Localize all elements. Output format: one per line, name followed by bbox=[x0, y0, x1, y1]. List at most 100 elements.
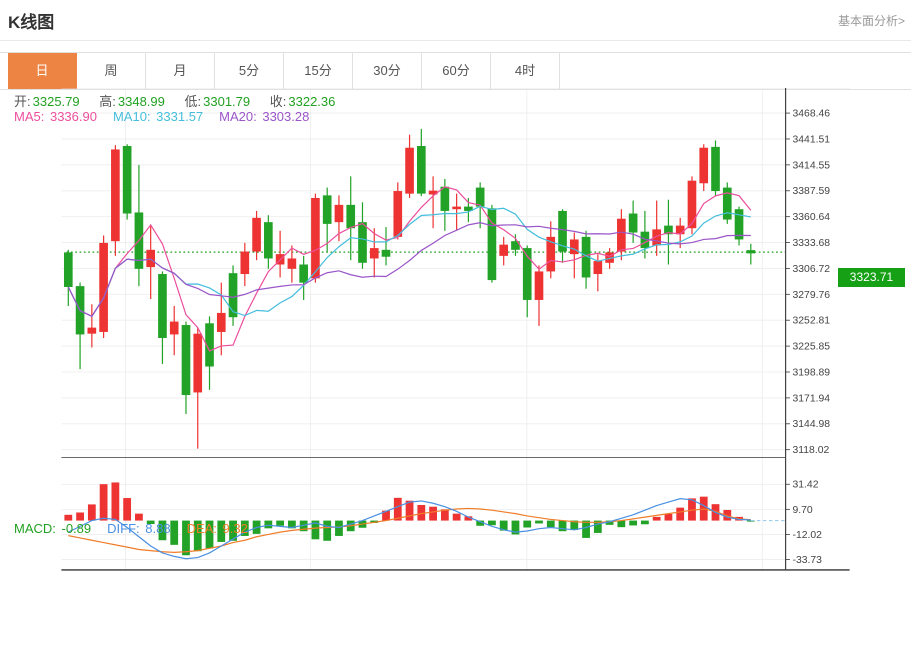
kline-chart[interactable]: 开: 3325.79 高: 3348.99 低: 3301.79 收: 3322.36 … bbox=[0, 87, 911, 653]
candle-body bbox=[216, 312, 226, 332]
macd-bar bbox=[240, 520, 249, 536]
tab-15min[interactable]: 15分 bbox=[284, 53, 353, 89]
candle-body bbox=[534, 271, 544, 300]
macd-bar bbox=[488, 520, 496, 526]
ma-row-value: 3303.28 bbox=[262, 109, 310, 124]
candle-body bbox=[511, 241, 520, 250]
y-axis-tick-label: 3144.98 bbox=[793, 419, 831, 430]
candle-body bbox=[158, 274, 167, 338]
header-divider bbox=[0, 40, 911, 41]
ma5-line bbox=[67, 186, 752, 352]
macd-bar bbox=[323, 520, 332, 541]
macd-row-label: DIFF: bbox=[107, 521, 144, 536]
macd-bar bbox=[264, 520, 273, 529]
macd-bar bbox=[652, 516, 661, 521]
page-title: K线图 bbox=[8, 13, 55, 32]
tab-60min[interactable]: 60分 bbox=[422, 53, 491, 89]
candle-body bbox=[358, 222, 367, 263]
macd-bar bbox=[382, 510, 390, 521]
macd-bar bbox=[299, 520, 308, 532]
macd-bar bbox=[405, 500, 414, 521]
ma-row-label: MA5: bbox=[14, 109, 48, 124]
candle-body bbox=[475, 187, 485, 207]
candle-body bbox=[487, 208, 497, 281]
fundamental-analysis-link[interactable]: 基本面分析> bbox=[837, 14, 905, 28]
tab-4hour[interactable]: 4时 bbox=[491, 53, 560, 89]
candle-body bbox=[322, 195, 332, 224]
high-value: 3348.99 bbox=[117, 94, 165, 109]
tab-30min[interactable]: 30分 bbox=[353, 53, 422, 89]
candle-body bbox=[193, 333, 203, 393]
macd-bar bbox=[170, 520, 179, 545]
high-label: 高: bbox=[99, 94, 116, 109]
tab-spacer bbox=[0, 53, 8, 89]
y-axis-tick-label: 3225.85 bbox=[793, 342, 831, 353]
y-axis-tick-label: -33.73 bbox=[793, 555, 823, 566]
candle-body bbox=[699, 147, 709, 184]
y-axis-tick-label: 3468.46 bbox=[793, 109, 831, 120]
macd-bar bbox=[429, 506, 437, 521]
ma-row-label: MA10: bbox=[112, 109, 155, 124]
candle-body bbox=[311, 197, 320, 279]
macd-bar bbox=[335, 520, 343, 536]
candle-body bbox=[334, 204, 344, 223]
candle-body bbox=[228, 273, 238, 318]
macd-bar bbox=[605, 520, 614, 525]
candle-body bbox=[640, 231, 650, 249]
macd-bar bbox=[87, 504, 96, 521]
macd-bar bbox=[393, 497, 402, 521]
y-axis-tick-label: 9.70 bbox=[793, 505, 813, 516]
ma-row-value: 3336.90 bbox=[49, 109, 97, 124]
candle-body bbox=[416, 145, 426, 194]
macd-bar bbox=[535, 520, 543, 524]
tab-5min[interactable]: 5分 bbox=[215, 53, 284, 89]
candle-body bbox=[63, 252, 73, 287]
candle-body bbox=[652, 229, 661, 246]
macd-bar bbox=[523, 520, 532, 528]
macd-bar bbox=[641, 520, 649, 525]
candle-body bbox=[628, 213, 638, 233]
candle-body bbox=[569, 239, 579, 255]
y-axis-tick-label: 3306.72 bbox=[793, 264, 831, 275]
tab-month[interactable]: 月 bbox=[146, 53, 215, 89]
tab-week[interactable]: 周 bbox=[77, 53, 146, 89]
ma20-line bbox=[67, 221, 751, 318]
ma-row-label: MA20: bbox=[219, 109, 261, 124]
candle-body bbox=[264, 222, 273, 259]
ohlc-readout: 开: 3325.79 高: 3348.99 低: 3301.79 收: 3322.36 bbox=[14, 91, 337, 110]
macd-bar bbox=[499, 520, 508, 531]
macd-bar bbox=[146, 520, 155, 525]
macd-bar bbox=[193, 520, 202, 552]
candle-body bbox=[299, 264, 308, 283]
candle-body bbox=[87, 327, 97, 334]
macd-bar bbox=[76, 512, 84, 521]
candle-body bbox=[240, 251, 250, 275]
candle-body bbox=[464, 206, 473, 211]
macd-bar bbox=[287, 520, 296, 529]
macd-bar bbox=[276, 520, 285, 526]
candle-body bbox=[499, 244, 509, 256]
macd-bar bbox=[558, 520, 567, 532]
macd-bar bbox=[123, 498, 132, 521]
macd-bar bbox=[688, 498, 696, 521]
candle-body bbox=[687, 180, 697, 229]
candle-body bbox=[522, 248, 532, 300]
candle-body bbox=[205, 323, 214, 367]
macd-bar bbox=[664, 513, 673, 521]
macd-bar bbox=[205, 520, 214, 549]
macd-bar bbox=[582, 520, 590, 538]
candle-body bbox=[734, 209, 744, 240]
ma-readout: MA5: 3336.90 MA10: 3331.57 MA20: 3303.28 bbox=[14, 109, 325, 124]
candle-body bbox=[287, 258, 297, 269]
open-label: 开: bbox=[14, 94, 31, 109]
tab-day[interactable]: 日 bbox=[8, 53, 77, 89]
macd-bar bbox=[629, 520, 638, 526]
macd-bar bbox=[135, 513, 143, 521]
chart-canvas[interactable]: 3468.46 3441.51 3414.55 3387.59 3360.64 3333.… bbox=[0, 87, 911, 653]
macd-bar bbox=[570, 520, 579, 531]
period-tabs: 日周月 5分 15分 30分 60分 4时 bbox=[0, 52, 911, 90]
y-axis-tick-label: 3118.02 bbox=[793, 445, 830, 456]
macd-bar bbox=[593, 520, 602, 533]
candle-body bbox=[617, 218, 626, 252]
